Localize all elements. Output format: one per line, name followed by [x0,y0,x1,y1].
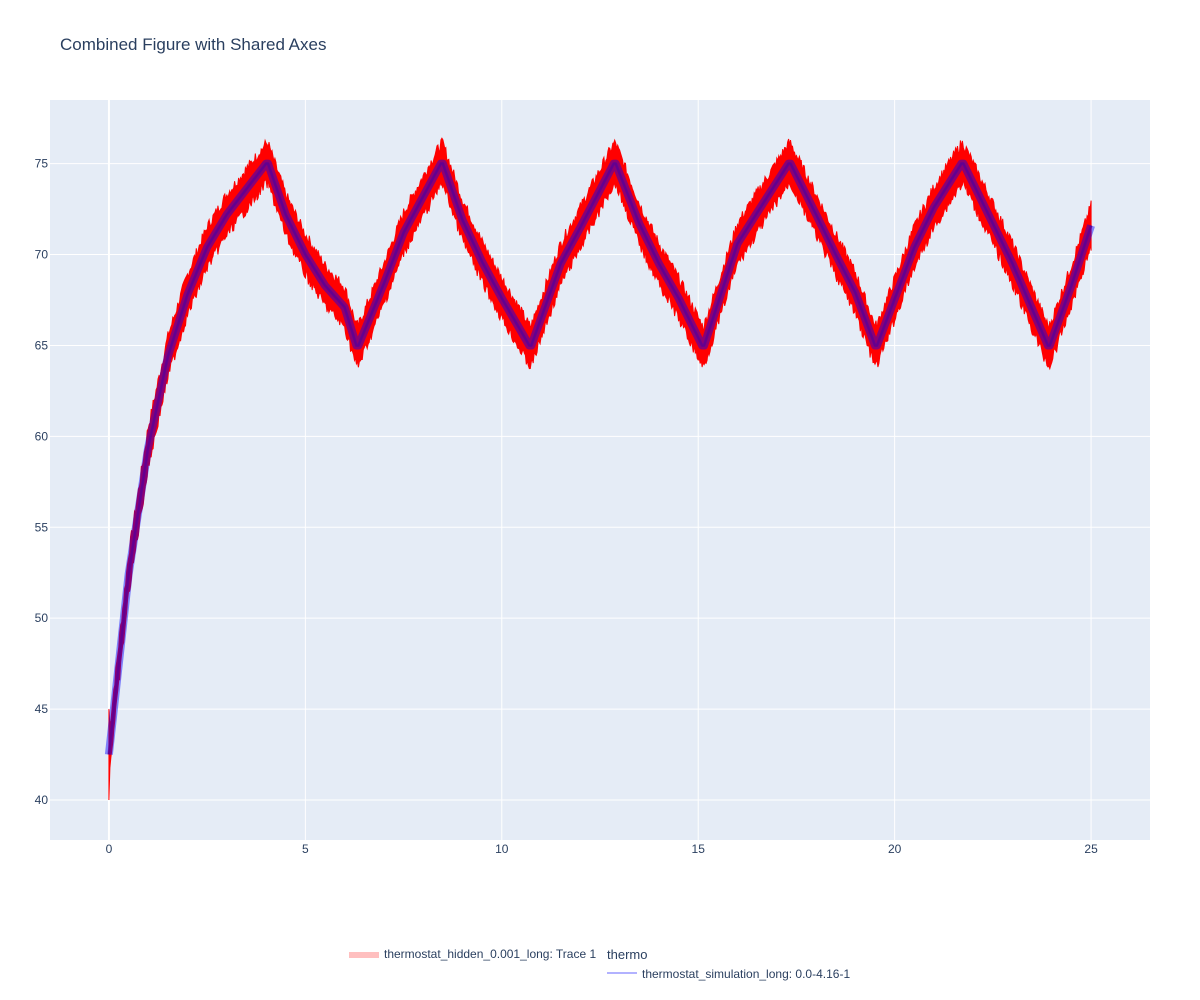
x-tick-label: 20 [888,842,902,856]
y-tick-label: 60 [35,429,49,443]
y-tick-label: 50 [35,611,49,625]
y-axis: 40 45 50 55 60 65 70 75 [35,157,49,807]
legend-label-hidden[interactable]: thermostat_hidden_0.001_long: Trace 1 [384,947,596,961]
legend-label-simulation[interactable]: thermostat_simulation_long: 0.0-4.16-1 [642,967,850,981]
series-line-simulation-core[interactable] [107,162,1093,755]
y-tick-label: 75 [35,157,49,171]
x-tick-label: 25 [1084,842,1098,856]
chart-title: Combined Figure with Shared Axes [60,35,326,54]
series-band-hidden[interactable] [108,137,1092,801]
legend: thermostat_hidden_0.001_long: Trace 1 th… [349,947,850,981]
y-tick-label: 45 [35,702,49,716]
x-tick-label: 5 [302,842,309,856]
x-tick-label: 10 [495,842,509,856]
y-tick-label: 65 [35,338,49,352]
legend-group-title: thermo [607,947,647,962]
y-tick-label: 40 [35,793,49,807]
x-axis: 0 5 10 15 20 25 [106,842,1098,856]
grid [50,100,1150,840]
y-tick-label: 55 [35,520,49,534]
legend-swatch-hidden[interactable] [349,952,379,958]
x-tick-label: 15 [692,842,706,856]
series-layer [104,137,1095,801]
y-tick-label: 70 [35,248,49,262]
x-tick-label: 0 [106,842,113,856]
